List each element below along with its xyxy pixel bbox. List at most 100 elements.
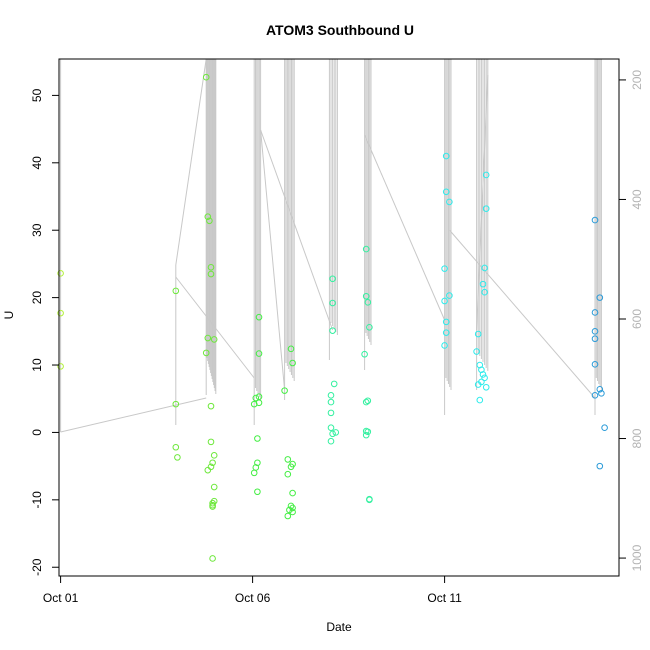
data-point [598, 390, 605, 397]
data-point [57, 363, 64, 370]
depth-trace-connector [476, 74, 489, 331]
data-point [210, 483, 218, 491]
depth-trace-connector [449, 229, 596, 399]
data-point [172, 400, 180, 408]
data-point [476, 396, 484, 404]
data-point [287, 463, 295, 471]
data-point [362, 431, 370, 439]
data-point [446, 198, 453, 206]
data-point [209, 503, 216, 510]
data-point [207, 263, 215, 271]
data-point [207, 270, 215, 278]
data-point [250, 400, 258, 408]
depth-trace-connector [60, 397, 207, 433]
depth-tick-label: 600 [630, 309, 644, 329]
data-point [366, 496, 373, 504]
data-point [327, 392, 335, 399]
data-point [206, 217, 213, 225]
data-point [327, 409, 335, 417]
data-point [207, 402, 215, 410]
data-point [481, 288, 488, 296]
depth-trace-connector [364, 134, 446, 321]
data-point [287, 502, 295, 510]
data-point [481, 374, 488, 382]
data-point [442, 188, 450, 196]
data-point [57, 309, 64, 317]
data-point [255, 350, 263, 357]
data-point [474, 330, 482, 338]
data-point [281, 387, 288, 394]
data-point [329, 275, 336, 283]
y-tick-label: -10 [30, 491, 44, 509]
depth-trace-connector [260, 129, 286, 391]
data-point [287, 345, 295, 353]
depth-tick-label: 1000 [630, 544, 644, 571]
data-point [329, 327, 336, 334]
depth-tick-label: 400 [630, 189, 644, 209]
data-point [329, 430, 336, 438]
data-point [250, 469, 258, 477]
depth-tick-label: 800 [630, 428, 644, 448]
data-point [441, 297, 448, 305]
plot-frame [58, 58, 620, 577]
data-point [202, 73, 210, 81]
data-point [204, 334, 212, 342]
data-point [596, 385, 604, 393]
data-point [364, 397, 372, 405]
data-point [202, 349, 210, 357]
data-point [254, 488, 261, 496]
data-point [362, 398, 370, 406]
data-point [209, 499, 216, 507]
data-point [591, 309, 599, 316]
data-point [596, 462, 604, 470]
data-point [284, 512, 292, 520]
data-point [209, 555, 216, 562]
y-tick-label: 30 [30, 223, 44, 237]
data-point [446, 292, 453, 299]
data-point [289, 508, 296, 516]
x-axis: Oct 01 Oct 06 Oct 11 [43, 575, 462, 605]
depth-tick-label: 200 [630, 70, 644, 90]
data-point [207, 438, 215, 446]
depth-trace-connector [260, 129, 334, 331]
data-point [284, 456, 292, 463]
data-point [361, 350, 368, 358]
data-point [329, 299, 336, 307]
data-point [327, 424, 335, 432]
data-point [441, 265, 448, 272]
data-point [479, 371, 487, 378]
data-point [284, 470, 292, 478]
data-point [210, 336, 218, 343]
data-point [252, 394, 260, 402]
data-point [362, 245, 370, 253]
data-point [601, 424, 608, 432]
data-point [481, 264, 488, 272]
y-tick-label: 50 [30, 88, 44, 102]
data-point [172, 287, 180, 295]
data-point [332, 429, 340, 436]
data-point [442, 152, 450, 160]
data-point [474, 381, 482, 388]
data-point [596, 294, 604, 301]
depth-trace-lines [60, 58, 602, 433]
x-tick-label: Oct 11 [427, 591, 462, 605]
data-point [591, 392, 599, 399]
data-point [591, 328, 599, 335]
data-point [482, 205, 490, 212]
data-point [366, 323, 373, 331]
y-axis: -20 -10 0 10 20 30 40 50 [30, 88, 60, 576]
data-point [255, 399, 263, 407]
data-point [289, 489, 296, 497]
data-point [204, 213, 212, 221]
data-point [591, 216, 599, 224]
depth-axis-right: 200 400 600 800 1000 [618, 70, 644, 571]
y-tick-label: 10 [30, 358, 44, 372]
data-point [57, 270, 64, 277]
data-point [209, 459, 216, 467]
data-point [289, 359, 296, 367]
y-tick-label: 20 [30, 291, 44, 305]
x-tick-label: Oct 01 [43, 591, 79, 605]
x-tick-label: Oct 06 [235, 591, 271, 605]
data-point [210, 452, 218, 459]
